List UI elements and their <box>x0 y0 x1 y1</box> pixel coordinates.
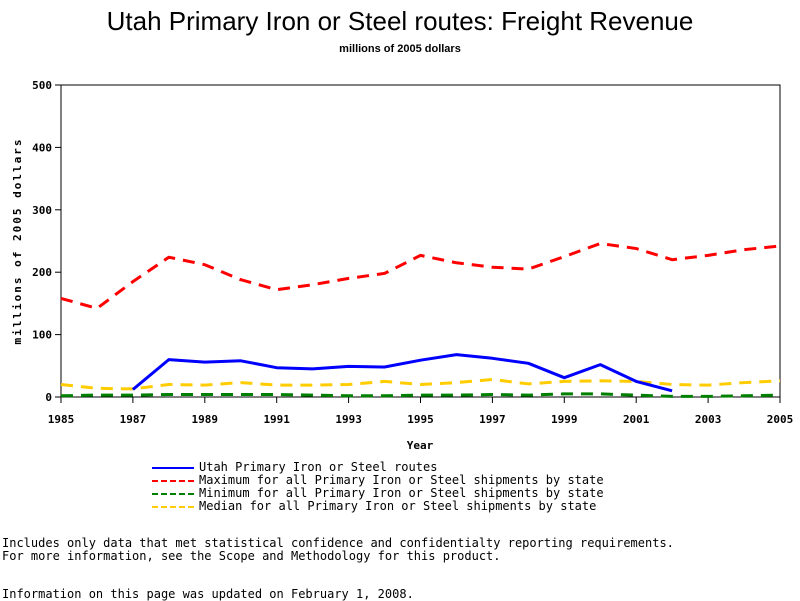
y-tick-label: 200 <box>32 266 52 279</box>
legend-label-utah: Utah Primary Iron or Steel routes <box>199 460 438 474</box>
legend-swatch-utah <box>152 467 194 469</box>
note-updated-date: Information on this page was updated on … <box>2 587 414 601</box>
x-axis-title: Year <box>407 439 434 452</box>
chart-title: Utah Primary Iron or Steel routes: Freig… <box>106 6 694 36</box>
note-data-requirements: Includes only data that met statistical … <box>2 536 674 550</box>
y-tick-label: 500 <box>32 79 52 92</box>
series-line-minimum <box>60 392 781 398</box>
y-tick-label: 300 <box>32 204 52 217</box>
x-tick-label: 1997 <box>479 413 506 426</box>
legend-label-maximum: Maximum for all Primary Iron or Steel sh… <box>199 473 604 487</box>
series-line-maximum <box>60 242 781 310</box>
x-tick-label: 1999 <box>551 413 578 426</box>
plot-area-frame <box>60 84 781 398</box>
chart-subtitle: millions of 2005 dollars <box>339 43 461 55</box>
x-axis: 1985 1987 1989 1991 1993 1995 1997 1999 2001 2003… <box>48 397 794 426</box>
series-line-median <box>60 378 781 391</box>
x-tick-label: 1995 <box>407 413 434 426</box>
y-tick-label: 100 <box>32 329 52 342</box>
x-tick-label: 2005 <box>767 413 794 426</box>
x-tick-label: 1993 <box>335 413 362 426</box>
legend-label-minimum: Minimum for all Primary Iron or Steel sh… <box>199 486 604 500</box>
series-layer <box>60 242 781 398</box>
y-tick-label: 0 <box>45 391 52 404</box>
legend-label-median: Median for all Primary Iron or Steel shi… <box>199 499 597 513</box>
legend-swatch-maximum <box>152 480 194 482</box>
x-tick-label: 1991 <box>263 413 290 426</box>
line-chart: 0 100 200 300 400 500 1985 1987 1989 1991 1993 199… <box>11 79 794 452</box>
series-line-utah <box>131 353 673 393</box>
legend-swatch-minimum <box>152 493 194 495</box>
x-tick-label: 1987 <box>120 413 147 426</box>
y-axis-title: millions of 2005 dollars <box>11 138 24 345</box>
x-tick-label: 2001 <box>623 413 650 426</box>
y-tick-label: 400 <box>32 141 52 154</box>
x-tick-label: 1985 <box>48 413 75 426</box>
note-more-information: For more information, see the Scope and … <box>2 549 501 563</box>
x-tick-label: 1989 <box>192 413 219 426</box>
legend-swatch-median <box>152 506 194 508</box>
y-axis: 0 100 200 300 400 500 <box>32 79 61 404</box>
x-tick-label: 2003 <box>695 413 722 426</box>
